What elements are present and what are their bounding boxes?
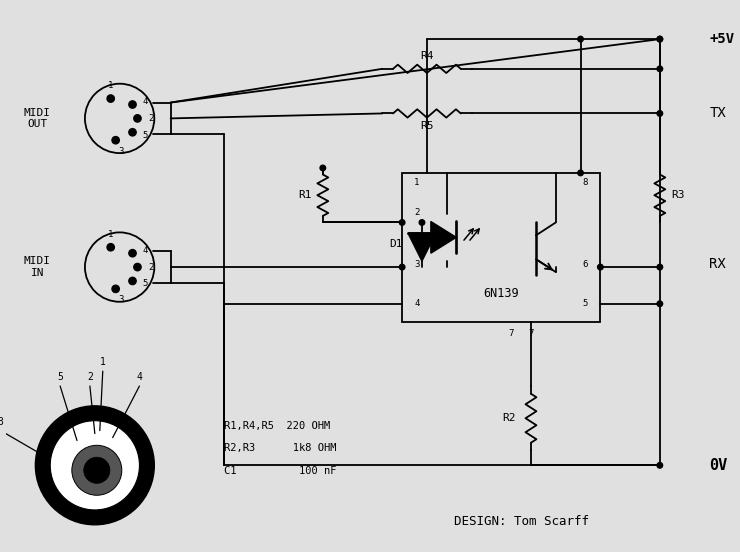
Circle shape	[129, 101, 136, 108]
Circle shape	[112, 136, 119, 144]
Circle shape	[129, 250, 136, 257]
Text: 5: 5	[583, 299, 588, 308]
Text: 2: 2	[149, 263, 154, 272]
Circle shape	[657, 36, 662, 42]
Text: C1          100 nF: C1 100 nF	[223, 466, 336, 476]
Circle shape	[84, 457, 110, 484]
Circle shape	[72, 445, 122, 495]
Text: R5: R5	[420, 121, 434, 131]
Text: 3: 3	[0, 417, 4, 427]
Circle shape	[657, 301, 662, 306]
Text: 4: 4	[136, 372, 142, 382]
Circle shape	[129, 129, 136, 136]
Text: 3: 3	[414, 259, 420, 269]
Bar	[402, 173, 600, 322]
Text: MIDI
IN: MIDI IN	[24, 256, 51, 278]
Text: 0V: 0V	[710, 458, 727, 473]
Text: R3: R3	[671, 190, 685, 200]
Text: 5: 5	[143, 279, 148, 289]
Circle shape	[578, 170, 583, 176]
Circle shape	[400, 220, 405, 225]
Text: R2,R3      1k8 OHM: R2,R3 1k8 OHM	[223, 443, 336, 454]
Circle shape	[657, 264, 662, 270]
Circle shape	[107, 243, 115, 251]
Circle shape	[129, 277, 136, 285]
Circle shape	[657, 463, 662, 468]
Circle shape	[657, 36, 662, 42]
Text: 1: 1	[100, 357, 106, 367]
Text: 8: 8	[583, 178, 588, 187]
Text: R2: R2	[502, 413, 516, 423]
Text: 5: 5	[57, 372, 63, 382]
Text: 2: 2	[149, 114, 154, 123]
Circle shape	[578, 36, 583, 42]
Polygon shape	[408, 233, 436, 261]
Text: 7: 7	[508, 329, 514, 338]
Circle shape	[657, 110, 662, 116]
Text: D1: D1	[389, 239, 403, 250]
Circle shape	[400, 264, 405, 270]
Text: 6N139: 6N139	[483, 288, 519, 300]
Text: TX: TX	[710, 107, 726, 120]
Text: 7: 7	[528, 329, 534, 338]
Circle shape	[134, 263, 141, 270]
Circle shape	[419, 220, 425, 225]
Text: R1: R1	[298, 190, 312, 200]
Text: 5: 5	[143, 131, 148, 140]
Polygon shape	[431, 221, 457, 253]
Circle shape	[320, 165, 326, 171]
Circle shape	[50, 421, 139, 510]
Circle shape	[107, 95, 115, 102]
Text: 3: 3	[118, 295, 124, 304]
Text: R4: R4	[420, 51, 434, 61]
Text: R1,R4,R5  220 OHM: R1,R4,R5 220 OHM	[223, 421, 330, 431]
Circle shape	[134, 115, 141, 122]
Text: +5V: +5V	[710, 32, 735, 46]
Text: 1: 1	[414, 178, 420, 187]
Text: 3: 3	[118, 147, 124, 156]
Text: MIDI
OUT: MIDI OUT	[24, 108, 51, 129]
Text: 1: 1	[108, 230, 113, 239]
Text: DESIGN: Tom Scarff: DESIGN: Tom Scarff	[454, 516, 588, 528]
Text: 2: 2	[87, 372, 92, 382]
Text: 4: 4	[143, 97, 148, 106]
Text: 1: 1	[108, 81, 113, 90]
Text: RX: RX	[710, 257, 726, 271]
Text: 6: 6	[583, 259, 588, 269]
Circle shape	[36, 406, 155, 525]
Circle shape	[112, 285, 119, 293]
Circle shape	[657, 66, 662, 72]
Text: 4: 4	[143, 246, 148, 254]
Circle shape	[598, 264, 603, 270]
Text: 2: 2	[414, 208, 420, 217]
Text: 4: 4	[414, 299, 420, 308]
